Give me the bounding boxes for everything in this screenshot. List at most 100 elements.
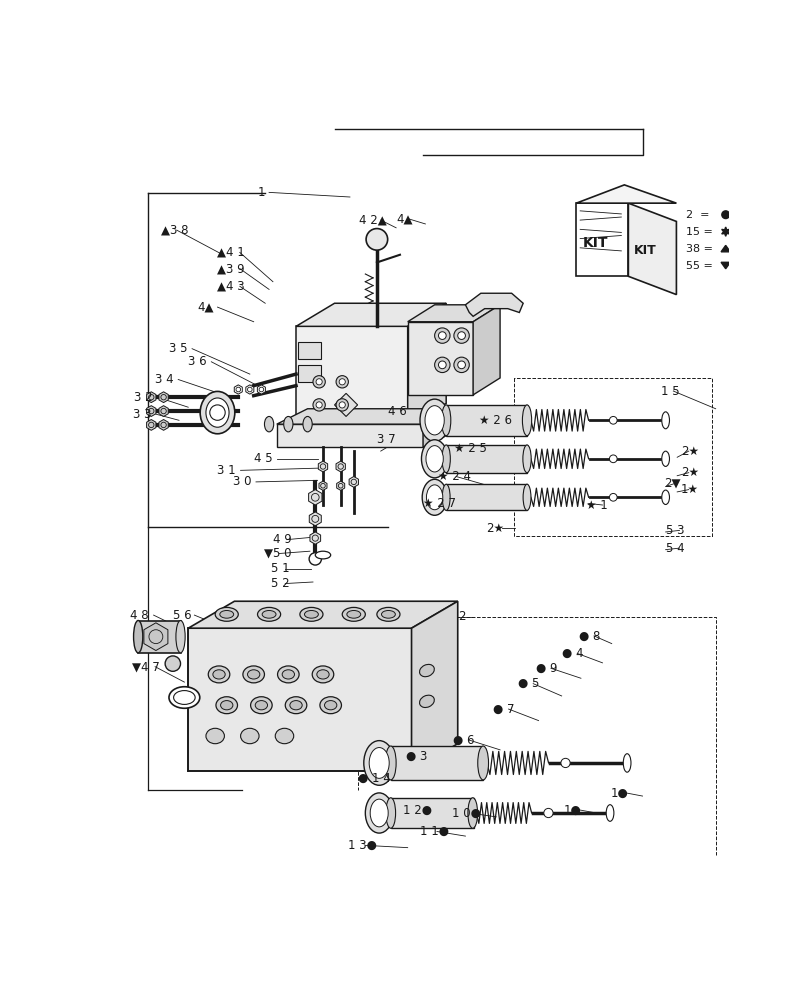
Ellipse shape <box>661 490 668 504</box>
Ellipse shape <box>176 620 185 653</box>
Text: 2★: 2★ <box>680 466 698 479</box>
Circle shape <box>247 387 252 392</box>
Circle shape <box>161 395 166 400</box>
Ellipse shape <box>426 485 442 510</box>
Text: 2▼: 2▼ <box>663 476 680 489</box>
Polygon shape <box>407 303 445 426</box>
Ellipse shape <box>275 728 294 744</box>
Text: 4▲: 4▲ <box>396 212 412 225</box>
Ellipse shape <box>240 728 259 744</box>
Ellipse shape <box>324 701 337 710</box>
Circle shape <box>312 376 325 388</box>
Ellipse shape <box>281 670 294 679</box>
Circle shape <box>543 808 552 818</box>
Ellipse shape <box>606 805 613 821</box>
Text: 4 6: 4 6 <box>388 405 406 418</box>
Bar <box>445 484 526 510</box>
Text: 3 3: 3 3 <box>133 408 151 421</box>
Ellipse shape <box>251 697 272 714</box>
Circle shape <box>148 422 154 428</box>
Bar <box>445 445 526 473</box>
Polygon shape <box>159 420 168 430</box>
Text: 1●: 1● <box>610 786 628 799</box>
Ellipse shape <box>467 798 477 828</box>
Circle shape <box>161 408 166 414</box>
Text: ★ 2 4: ★ 2 4 <box>438 470 471 483</box>
Text: KIT: KIT <box>581 236 607 250</box>
Circle shape <box>312 399 325 411</box>
Text: ★ 2 5: ★ 2 5 <box>453 442 486 455</box>
Circle shape <box>161 422 166 428</box>
Ellipse shape <box>365 793 393 833</box>
Ellipse shape <box>623 754 630 772</box>
Ellipse shape <box>316 670 328 679</box>
Circle shape <box>438 332 445 339</box>
Ellipse shape <box>363 741 394 785</box>
Circle shape <box>165 656 180 671</box>
Text: 2★: 2★ <box>486 522 504 535</box>
Ellipse shape <box>262 610 276 618</box>
Ellipse shape <box>303 416 311 432</box>
Bar <box>576 203 628 276</box>
Polygon shape <box>319 481 327 490</box>
Polygon shape <box>234 385 242 394</box>
Ellipse shape <box>385 798 395 828</box>
Ellipse shape <box>206 728 224 744</box>
Ellipse shape <box>285 697 307 714</box>
Text: 2★: 2★ <box>680 445 698 458</box>
Ellipse shape <box>661 412 668 429</box>
Polygon shape <box>334 393 357 416</box>
Circle shape <box>609 416 616 424</box>
Bar <box>277 424 423 447</box>
Text: 3 4: 3 4 <box>155 373 174 386</box>
Text: ★ 2 7: ★ 2 7 <box>423 497 456 510</box>
Circle shape <box>337 464 343 469</box>
Text: ● 8: ● 8 <box>578 629 599 642</box>
Circle shape <box>560 758 569 768</box>
Ellipse shape <box>208 666 230 683</box>
Text: 4▲: 4▲ <box>197 301 214 314</box>
Circle shape <box>315 402 322 408</box>
Text: 4 9: 4 9 <box>272 533 291 546</box>
Ellipse shape <box>283 416 293 432</box>
Ellipse shape <box>290 701 302 710</box>
Ellipse shape <box>247 670 260 679</box>
Polygon shape <box>147 420 156 430</box>
Text: 2  =: 2 = <box>684 210 708 220</box>
Ellipse shape <box>311 666 333 683</box>
Text: 1 5: 1 5 <box>660 385 679 398</box>
Text: 1 0●: 1 0● <box>452 806 481 820</box>
Text: 2: 2 <box>457 610 465 623</box>
Ellipse shape <box>522 445 530 473</box>
Ellipse shape <box>133 620 143 653</box>
Text: ● 7: ● 7 <box>492 703 514 716</box>
Text: ▲3 9: ▲3 9 <box>217 262 244 275</box>
Bar <box>188 628 411 771</box>
Text: ★ 1: ★ 1 <box>586 498 607 512</box>
Circle shape <box>434 328 449 343</box>
Ellipse shape <box>385 746 396 780</box>
Polygon shape <box>296 303 445 326</box>
Circle shape <box>259 387 264 392</box>
Text: 1●: 1● <box>564 803 581 816</box>
Ellipse shape <box>220 610 234 618</box>
Polygon shape <box>246 385 254 394</box>
Circle shape <box>336 399 348 411</box>
Bar <box>445 405 526 436</box>
Circle shape <box>457 361 465 369</box>
Ellipse shape <box>419 399 448 441</box>
Circle shape <box>209 405 225 420</box>
Bar <box>407 322 473 395</box>
Text: ● 9: ● 9 <box>534 662 556 675</box>
Polygon shape <box>337 481 344 490</box>
Bar <box>298 342 321 359</box>
Text: 1 1●: 1 1● <box>419 825 448 838</box>
Ellipse shape <box>299 607 323 621</box>
Circle shape <box>320 483 325 488</box>
Ellipse shape <box>419 695 434 708</box>
Ellipse shape <box>370 799 388 827</box>
Polygon shape <box>318 461 328 472</box>
Text: ● 5: ● 5 <box>517 677 539 690</box>
Text: 5 2: 5 2 <box>271 577 290 590</box>
Polygon shape <box>159 392 168 403</box>
